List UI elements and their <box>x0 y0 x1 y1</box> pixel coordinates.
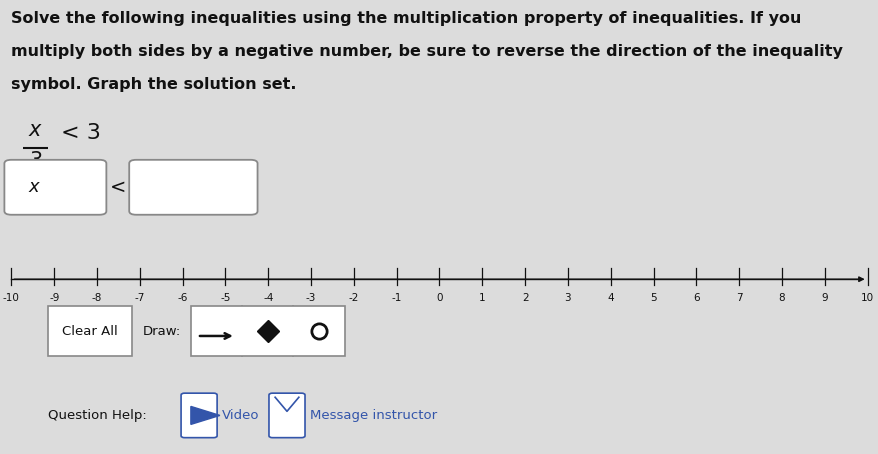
Text: -7: -7 <box>134 293 145 303</box>
Text: Solve the following inequalities using the multiplication property of inequaliti: Solve the following inequalities using t… <box>11 11 801 26</box>
FancyBboxPatch shape <box>191 306 344 356</box>
Text: Video: Video <box>222 409 260 422</box>
Text: x: x <box>29 120 41 140</box>
Text: 7: 7 <box>735 293 742 303</box>
Text: multiply both sides by a negative number, be sure to reverse the direction of th: multiply both sides by a negative number… <box>11 44 842 59</box>
Text: 3: 3 <box>564 293 571 303</box>
FancyBboxPatch shape <box>48 306 132 356</box>
Text: 8: 8 <box>778 293 784 303</box>
Text: -1: -1 <box>391 293 401 303</box>
FancyBboxPatch shape <box>181 393 217 438</box>
Text: symbol. Graph the solution set.: symbol. Graph the solution set. <box>11 77 297 92</box>
Text: 10: 10 <box>860 293 873 303</box>
Text: -6: -6 <box>177 293 188 303</box>
Text: 0: 0 <box>435 293 443 303</box>
FancyBboxPatch shape <box>269 393 305 438</box>
Text: -9: -9 <box>49 293 60 303</box>
FancyBboxPatch shape <box>4 160 106 215</box>
Text: -3: -3 <box>306 293 316 303</box>
Text: 1: 1 <box>479 293 485 303</box>
FancyBboxPatch shape <box>129 160 257 215</box>
Text: -10: -10 <box>3 293 20 303</box>
Polygon shape <box>191 406 220 424</box>
Text: 6: 6 <box>692 293 699 303</box>
Text: -5: -5 <box>220 293 230 303</box>
Text: Draw:: Draw: <box>142 325 181 338</box>
Text: -4: -4 <box>263 293 273 303</box>
Text: < 3: < 3 <box>61 123 100 143</box>
Text: 2: 2 <box>522 293 528 303</box>
Text: -8: -8 <box>91 293 102 303</box>
Text: -2: -2 <box>349 293 359 303</box>
Text: Clear All: Clear All <box>62 325 118 338</box>
Text: <: < <box>110 178 126 197</box>
Text: 5: 5 <box>650 293 656 303</box>
Text: 3: 3 <box>29 151 42 171</box>
Text: 4: 4 <box>607 293 614 303</box>
Text: Question Help:: Question Help: <box>48 409 147 422</box>
Text: 9: 9 <box>821 293 827 303</box>
Text: Message instructor: Message instructor <box>310 409 437 422</box>
Text: x: x <box>28 178 39 196</box>
